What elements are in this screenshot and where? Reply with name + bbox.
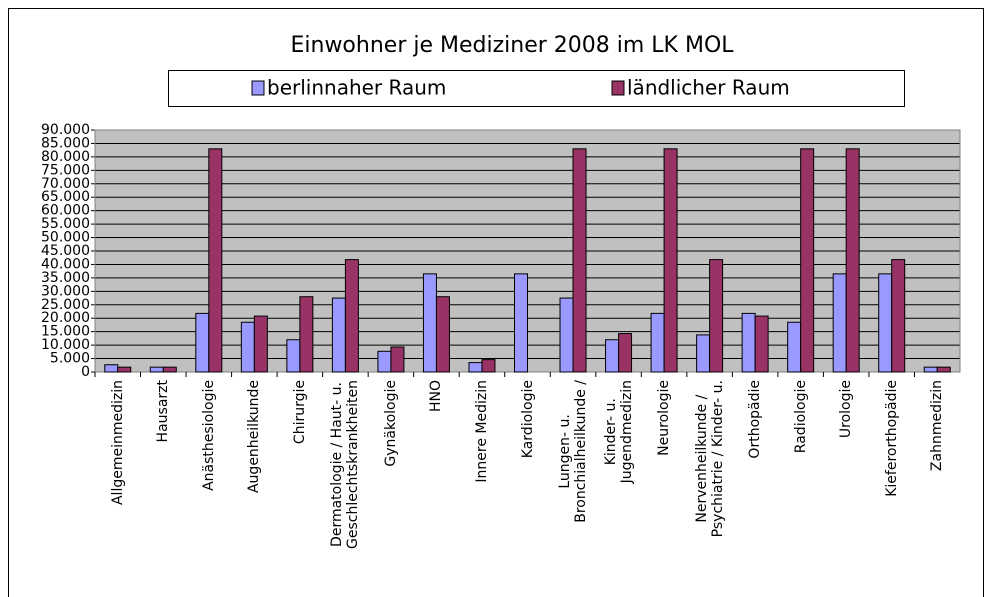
bar (923, 366, 938, 373)
x-tick-label: Kieferorthopädie (883, 380, 900, 497)
bar (754, 315, 769, 373)
x-tick-label: Hausarzt (155, 380, 172, 443)
y-tick-label: 80.000 (41, 149, 90, 165)
bar (468, 362, 483, 373)
y-tick-label: 75.000 (41, 162, 90, 178)
bar (104, 364, 119, 373)
bar (800, 148, 815, 373)
x-tick-label: Chirurgie (291, 380, 308, 445)
bar (331, 297, 346, 373)
x-tick-label: Lungen- u. Bronchialheilkunde / (557, 380, 590, 523)
legend-label: berlinnaher Raum (267, 76, 446, 100)
bar (286, 339, 301, 373)
y-tick-label: 30.000 (41, 283, 90, 299)
legend-swatch (611, 80, 625, 96)
y-tick-label: 40.000 (41, 256, 90, 272)
y-tick-label: 35.000 (41, 270, 90, 286)
y-tick-label: 70.000 (41, 176, 90, 192)
bar (435, 296, 450, 373)
x-tick-label: Innere Medizin (473, 380, 490, 483)
x-tick-label: Dermatologie / Haut- u. Geschlechtskrank… (329, 380, 362, 549)
x-tick-label: Radiologie (792, 380, 809, 454)
bar (618, 333, 633, 373)
bar (787, 321, 802, 373)
legend-swatch (251, 80, 265, 96)
y-tick-label: 25.000 (41, 297, 90, 313)
x-tick-label: Orthopädie (747, 380, 764, 459)
x-tick-label: Kardiologie (519, 380, 536, 459)
bar (149, 366, 164, 373)
bar (117, 366, 132, 373)
x-tick-label: HNO (428, 380, 445, 413)
bar (572, 148, 587, 373)
bar (240, 321, 255, 373)
legend-label: ländlicher Raum (627, 76, 790, 100)
y-tick-label: 20.000 (41, 310, 90, 326)
x-tick-label: Allgemeinmedizin (109, 380, 126, 506)
y-tick-label: 10.000 (41, 337, 90, 353)
bar (891, 259, 906, 373)
y-tick-label: 5.000 (50, 351, 90, 367)
bar (422, 273, 437, 373)
bar (299, 296, 314, 373)
x-tick-label: Nervenheilkunde / Psychiatrie / Kinder- … (693, 380, 726, 538)
x-tick-label: Augenheilkunde (246, 380, 263, 494)
bar (481, 359, 496, 373)
y-tick-label: 55.000 (41, 216, 90, 232)
bar (514, 273, 528, 373)
chart-title: Einwohner je Mediziner 2008 im LK MOL (290, 33, 734, 58)
bar (390, 346, 405, 373)
y-tick-label: 90.000 (41, 122, 90, 138)
x-tick-label: Zahnmedizin (929, 380, 946, 472)
y-tick-label: 15.000 (41, 324, 90, 340)
y-tick-label: 60.000 (41, 203, 90, 219)
x-tick-label: Urologie (838, 380, 855, 439)
bar (709, 259, 724, 373)
bar (162, 366, 177, 373)
y-tick-label: 45.000 (41, 243, 90, 259)
bar (832, 273, 847, 373)
bar (253, 315, 268, 373)
bar (741, 312, 756, 373)
x-tick-label: Anästhesiologie (200, 380, 217, 491)
bar (878, 273, 893, 373)
y-tick-label: 65.000 (41, 189, 90, 205)
bar (650, 312, 665, 373)
bar (696, 334, 711, 373)
bar (936, 366, 951, 373)
y-tick-label: 0 (81, 364, 90, 380)
x-tick-label: Kinder- u. Jugendmedizin (602, 380, 635, 484)
bar (344, 259, 359, 373)
x-tick-label: Neurologie (656, 380, 673, 456)
bar (377, 350, 392, 373)
legend-box (168, 70, 905, 107)
x-tick-label: Gynäkologie (382, 380, 399, 467)
bar (195, 312, 210, 373)
y-tick-label: 50.000 (41, 230, 90, 246)
bar (208, 148, 223, 373)
bar (845, 148, 860, 373)
bar (663, 148, 678, 373)
bar (559, 297, 574, 373)
bar (605, 339, 620, 373)
y-tick-label: 85.000 (41, 135, 90, 151)
